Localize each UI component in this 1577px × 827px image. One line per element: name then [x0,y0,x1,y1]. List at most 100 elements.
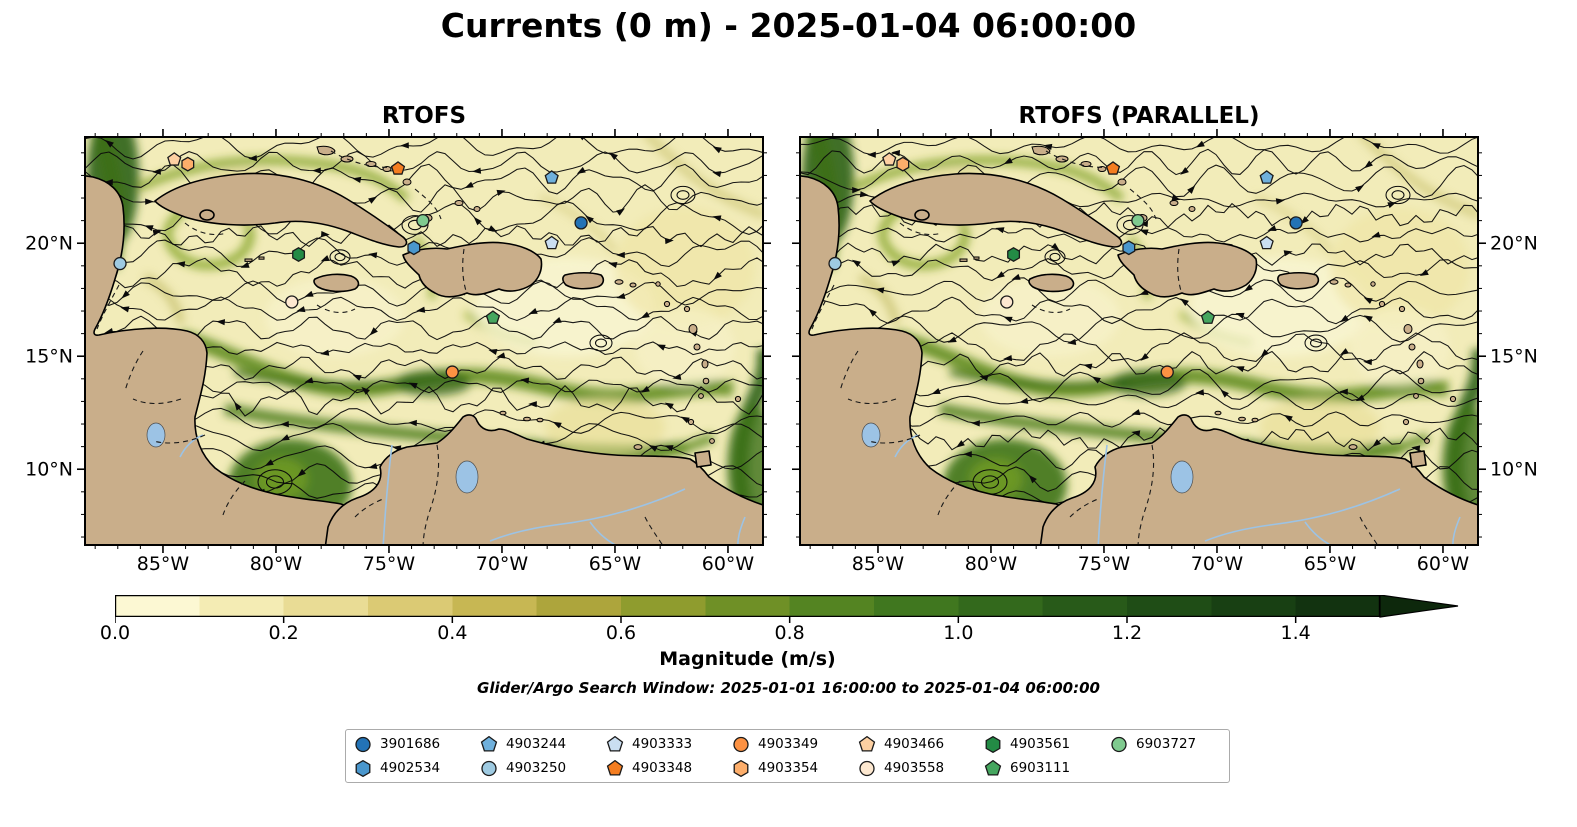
legend-item-label: 4903244 [506,736,567,752]
colorbar-tick-0.0: 0.0 [99,622,131,644]
platform-marker-4903348 [1105,161,1121,175]
platform-marker-4903354 [733,759,749,777]
legend-item-label: 6903727 [1136,736,1197,752]
legend-item-label: 4903466 [884,736,945,752]
legend-item-4903244: 4903244 [480,735,606,753]
lon-tick-label: 75°W [1078,553,1131,575]
legend-item-label: 4903349 [758,736,819,752]
platform-marker-icon [355,759,371,777]
platform-marker-4903354 [896,156,910,172]
platform-marker-4903558 [1000,295,1014,309]
platform-marker-4903466 [167,152,182,166]
colorbar-label: Magnitude (m/s) [659,648,836,670]
lon-tick-label: 80°W [965,553,1018,575]
legend-item-label: 4903250 [506,760,567,776]
platform-marker-3901686 [355,736,371,752]
platform-marker-4902534 [1122,240,1136,256]
platform-marker-4903349 [1160,365,1174,379]
legend-item-4903354: 4903354 [732,759,858,777]
map-rtofs-parallel: 85°W 80°W 75°W 70°W 65°W 60°W 20°N 15°N 10°N [792,129,1538,575]
lat-tick-label: 20°N [1490,233,1538,255]
platform-marker-icon [733,759,749,777]
lat-tick-label: 20°N [25,233,73,255]
legend-item-4903348: 4903348 [606,759,732,777]
legend-item-label: 4903348 [632,760,693,776]
lat-tick-label: 15°N [25,346,73,368]
platform-marker-4903250 [481,760,497,776]
lon-tick-label: 70°W [1191,553,1244,575]
platform-marker-4903349 [445,365,459,379]
lat-tick-label: 10°N [25,459,73,481]
platform-marker-6903727 [1131,213,1145,228]
legend-item-label: 6903111 [1010,760,1071,776]
map-rtofs-parallel-svg: 85°W 80°W 75°W 70°W 65°W 60°W 20°N 15°N 10°N [792,129,1538,575]
legend-item-6903111: 6903111 [984,759,1110,777]
platform-marker-4903333 [544,235,559,250]
platform-marker-4903354 [181,156,195,172]
land-layer [85,145,763,545]
panel-title-rtofs-parallel: RTOFS (PARALLEL) [1018,103,1260,129]
colorbar-tick-1.4: 1.4 [1280,622,1311,644]
platform-marker-4903348 [390,161,406,175]
platform-marker-6903727 [416,213,430,228]
platform-marker-4903250 [113,256,127,271]
platform-marker-4903333 [1259,235,1274,250]
legend-item-4903349: 4903349 [732,736,858,753]
platform-marker-4903348 [606,759,624,775]
platform-marker-4903558 [285,295,299,309]
lon-tick-label: 60°W [702,553,755,575]
platform-marker-icon [355,736,371,752]
colorbar-svg [114,594,1459,623]
legend-item-4903558: 4903558 [858,760,984,777]
platform-marker-6903727 [1111,736,1127,752]
platform-marker-4902534 [355,759,371,777]
lon-tick-label: 60°W [1417,553,1470,575]
platform-marker-4903250 [828,256,842,271]
platform-markers-layer [828,152,1303,379]
platform-marker-4903333 [606,735,624,751]
axis-ticks: 85°W 80°W 75°W 70°W 65°W 60°W 20°N 15°N 10°N [25,129,771,575]
platform-marker-4903561 [1007,247,1021,262]
platform-marker-6903111 [1200,310,1216,324]
platform-marker-6903111 [984,759,1002,775]
legend-item-4903561: 4903561 [984,735,1110,753]
platform-marker-4903558 [859,760,875,776]
legend-item-label: 4902534 [380,760,441,776]
lon-tick-label: 75°W [363,553,416,575]
platform-marker-icon [858,735,876,751]
panel-title-rtofs: RTOFS [381,103,467,129]
platform-marker-icon [859,760,875,776]
platform-marker-icon [1111,736,1127,752]
platform-marker-icon [480,735,498,751]
platform-marker-4903244 [480,735,498,751]
legend-item-4903466: 4903466 [858,735,984,753]
lat-tick-label: 10°N [1490,459,1538,481]
legend-item-label: 4903558 [884,760,945,776]
legend-item-label: 4903333 [632,736,693,752]
lon-tick-label: 65°W [589,553,642,575]
platform-marker-4903561 [985,735,1001,753]
colorbar-tick-0.2: 0.2 [268,622,299,644]
axis-ticks: 85°W 80°W 75°W 70°W 65°W 60°W 20°N 15°N 10°N [792,129,1538,575]
map-rtofs-svg: 85°W 80°W 75°W 70°W 65°W 60°W 20°N 15°N 10°N [25,129,771,575]
platform-marker-4902534 [407,240,421,256]
platform-marker-4903466 [858,735,876,751]
lon-tick-label: 85°W [137,553,190,575]
legend-item-4903333: 4903333 [606,735,732,753]
colorbar-tick-0.4: 0.4 [437,622,468,644]
colorbar-tick-1.0: 1.0 [943,622,974,644]
platform-markers-layer [113,152,588,379]
platform-marker-icon [733,736,749,752]
platform-marker-4903561 [292,247,306,262]
platform-marker-4903244 [544,170,559,184]
platform-marker-icon [606,735,624,751]
lon-tick-label: 80°W [250,553,303,575]
platform-marker-3901686 [1289,216,1303,230]
platform-marker-icon [985,735,1001,753]
legend-item-label: 4903561 [1010,736,1071,752]
legend-item-4903250: 4903250 [480,760,606,777]
lon-tick-label: 70°W [476,553,529,575]
lon-tick-label: 65°W [1304,553,1357,575]
legend-item-3901686: 3901686 [354,736,480,753]
